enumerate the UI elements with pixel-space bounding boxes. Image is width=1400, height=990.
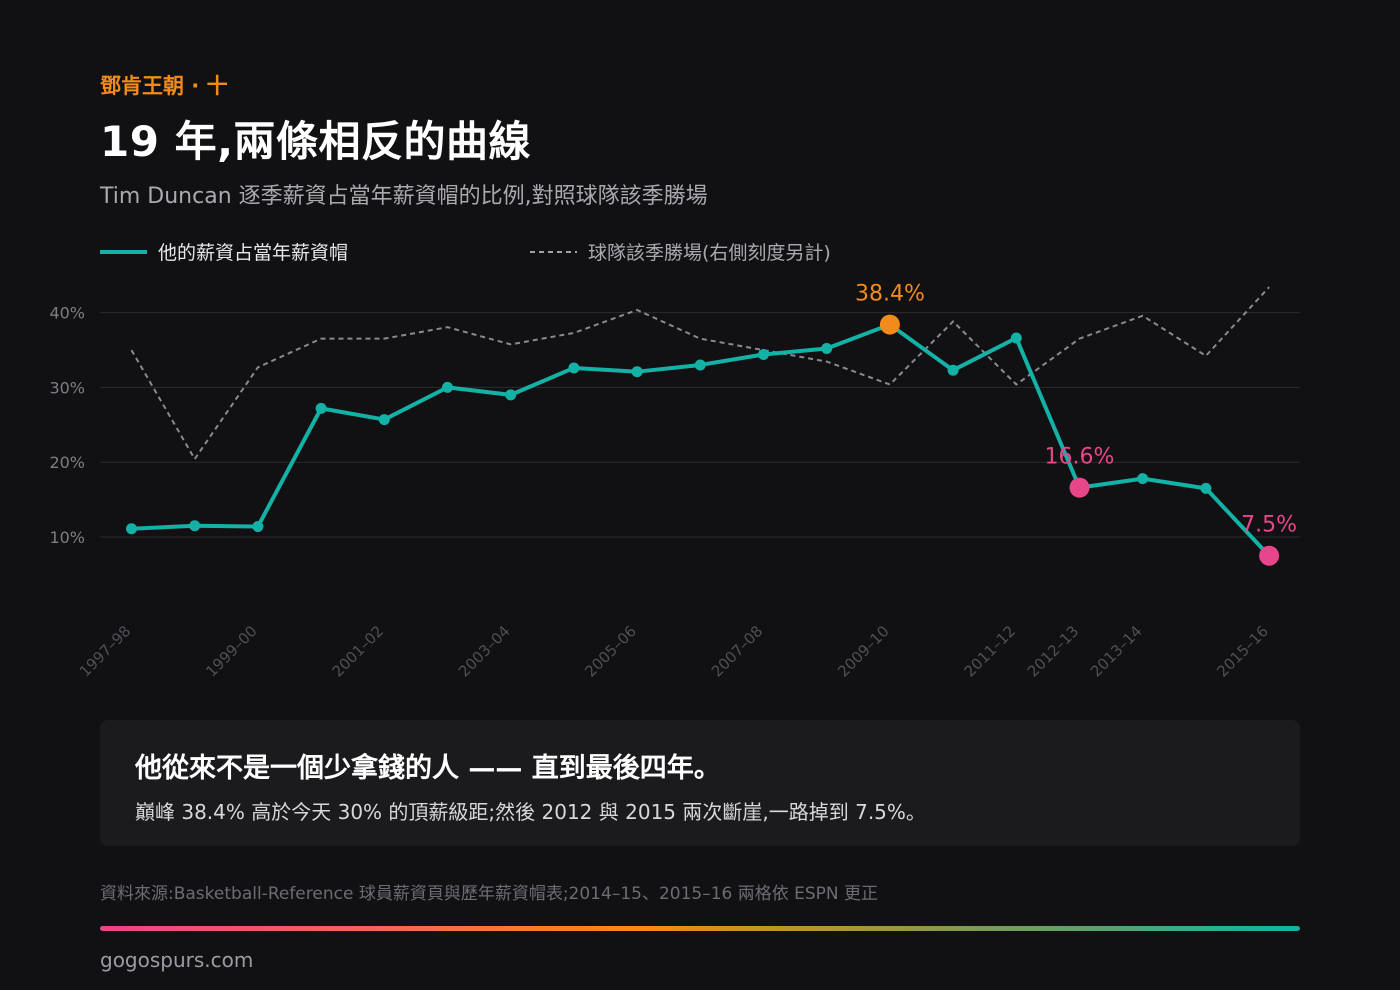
legend-label-salary: 他的薪資占當年薪資帽 xyxy=(158,242,348,264)
callout-headline: 他從來不是一個少拿錢的人 —— 直到最後四年。 xyxy=(135,753,721,784)
data-point-salary xyxy=(126,523,137,535)
x-tick-label: 2013–14 xyxy=(1087,622,1146,681)
x-tick-label: 1999–00 xyxy=(202,622,261,681)
site-footer: gogospurs.com xyxy=(100,948,254,972)
data-point-salary xyxy=(694,359,706,371)
x-tick-label: 1997–98 xyxy=(76,622,135,681)
data-label: 7.5% xyxy=(1241,513,1297,538)
x-tick-label: 2009–10 xyxy=(834,622,893,681)
x-tick-label: 2005–06 xyxy=(581,622,640,681)
callout-body: 巔峰 38.4% 高於今天 30% 的頂薪級距;然後 2012 與 2015 兩… xyxy=(135,800,926,824)
y-tick-label: 40% xyxy=(49,304,85,323)
callout-box: 他從來不是一個少拿錢的人 —— 直到最後四年。 巔峰 38.4% 高於今天 30… xyxy=(100,720,1300,846)
data-point-salary xyxy=(315,402,327,414)
data-label: 16.6% xyxy=(1045,445,1115,470)
data-point-salary xyxy=(631,366,643,378)
data-point-salary xyxy=(1200,482,1212,494)
x-tick-label: 2007–08 xyxy=(708,622,767,681)
data-point-salary xyxy=(1137,473,1149,485)
legend-label-wins: 球隊該季勝場(右側刻度另計) xyxy=(588,242,831,264)
data-point-salary xyxy=(821,343,833,355)
gradient-divider xyxy=(100,926,1300,931)
y-tick-label: 10% xyxy=(49,528,85,547)
x-tick-label: 2001–02 xyxy=(329,622,388,681)
series-line-salary xyxy=(129,322,1272,558)
highlight-point xyxy=(1259,545,1280,566)
highlight-point xyxy=(879,314,900,335)
data-point-salary xyxy=(442,381,453,393)
x-tick-label: 2011–12 xyxy=(961,622,1020,681)
line-chart: 10% 20% 30% 40% 1997–98 1999–00 2001–02 2003–04… xyxy=(49,242,1300,681)
data-point-salary xyxy=(758,348,769,360)
y-tick-label: 20% xyxy=(49,453,85,472)
data-point-salary xyxy=(568,362,580,374)
data-point-salary xyxy=(378,414,390,426)
data-point-salary xyxy=(189,520,201,532)
source-note: 資料來源:Basketball-Reference 球員薪資頁與歷年薪資帽表;2… xyxy=(100,884,879,904)
x-tick-label: 2015–16 xyxy=(1213,622,1272,681)
data-label: 38.4% xyxy=(855,282,925,307)
highlight-point xyxy=(1069,477,1090,498)
series-line-wins xyxy=(130,286,1270,461)
data-point-salary xyxy=(505,389,517,401)
page-subtitle: Tim Duncan 逐季薪資占當年薪資帽的比例,對照球隊該季勝場 xyxy=(100,184,708,209)
x-tick-label: 2003–04 xyxy=(455,622,514,681)
kicker: 鄧肯王朝 · 十 xyxy=(100,74,228,98)
page-title: 19 年,兩條相反的曲線 xyxy=(100,117,532,166)
data-point-salary xyxy=(252,521,264,533)
data-point-salary xyxy=(1010,332,1022,344)
data-point-salary xyxy=(947,364,959,376)
x-tick-label: 2012–13 xyxy=(1024,622,1083,681)
y-tick-label: 30% xyxy=(49,378,85,397)
